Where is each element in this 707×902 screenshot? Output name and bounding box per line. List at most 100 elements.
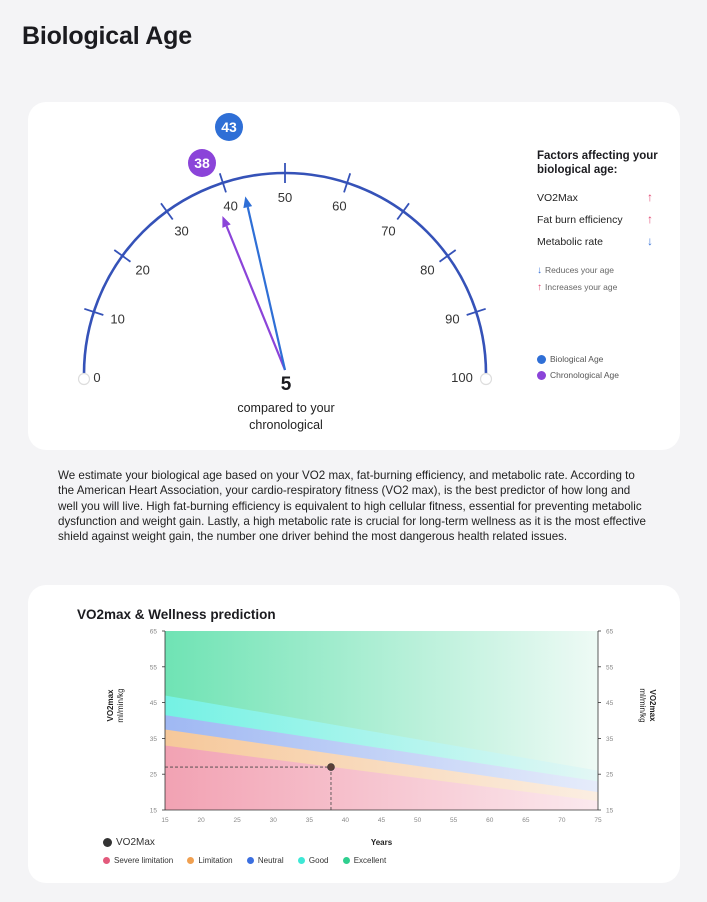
y-tick-label-right: 45	[606, 700, 614, 707]
gauge-ticks	[84, 163, 486, 316]
legend-dot-icon	[537, 371, 546, 381]
legend-chronological-age: Chronological Age	[537, 370, 619, 381]
x-tick-label: 25	[234, 817, 242, 824]
reduces-note-text: Reduces your age	[545, 265, 614, 275]
age-difference-value: 5	[280, 374, 292, 395]
gauge-end-cap-left	[77, 372, 91, 386]
legend-severe: Severe limitation	[103, 856, 173, 865]
gauge-tick	[396, 202, 410, 221]
gauge-label-30: 30	[174, 224, 188, 239]
legend-good: Good	[297, 856, 329, 865]
vo2max-marker	[165, 763, 335, 810]
legend-good-label: Good	[308, 856, 329, 865]
gauge-tick	[160, 202, 174, 221]
y-axis-title-line1: VO2max	[648, 689, 657, 722]
gauge-tick	[343, 173, 352, 193]
gauge-label-0: 0	[93, 370, 100, 385]
factor-metabolic-rate: Metabolic rate	[537, 236, 603, 248]
legend-biological-label: Biological Age	[550, 354, 604, 364]
vo2max-point	[327, 763, 335, 771]
factor-vo2max: VO2Max	[537, 192, 578, 204]
gauge-labels: 0 10 20 30 40 50 60 70 80 90 100	[93, 190, 472, 385]
y-tick-label-left: 35	[150, 736, 158, 743]
chronological-age-badge: 38	[188, 149, 216, 177]
y-tick-label-right: 55	[606, 664, 614, 671]
y-axis-title-line2: ml/min/kg	[116, 688, 125, 722]
biological-age-needle	[246, 206, 287, 371]
x-tick-label: 30	[270, 817, 278, 824]
chronological-age-needle	[225, 225, 287, 371]
legend-dot-icon	[537, 355, 546, 365]
gauge-label-80: 80	[420, 263, 434, 278]
x-tick-label: 70	[558, 817, 566, 824]
increases-note: ↑ Increases your age	[537, 282, 617, 293]
vo2max-chart-card: VO2max & Wellness prediction	[28, 585, 680, 883]
chart-title: VO2max & Wellness prediction	[77, 607, 276, 622]
x-tick-label: 35	[306, 817, 314, 824]
legend-excellent: Excellent	[342, 856, 386, 865]
biological-age-needle-head	[243, 196, 253, 209]
y-axis-title-right: VO2max ml/min/kg	[638, 688, 657, 722]
biological-age-card: 0 10 20 30 40 50 60 70 80 90 100 43 38 5…	[28, 102, 680, 450]
gauge-label-20: 20	[135, 263, 149, 278]
gauge-tick	[466, 307, 486, 316]
x-tick-label: 40	[342, 817, 350, 824]
arrow-up-icon: ↑	[647, 212, 653, 226]
x-tick-label: 15	[161, 817, 169, 824]
chart-legend: Severe limitation Limitation Neutral Goo…	[103, 856, 398, 865]
x-tick-label: 20	[197, 817, 205, 824]
gauge-label-10: 10	[110, 312, 124, 327]
y-tick-label-left: 55	[150, 664, 158, 671]
legend-biological-age: Biological Age	[537, 354, 604, 365]
gauge-label-40: 40	[223, 199, 237, 214]
y-axis-title-line1: VO2max	[106, 689, 115, 722]
factor-fat-burn: Fat burn efficiency	[537, 214, 623, 226]
y-tick-label-right: 25	[606, 772, 614, 779]
age-difference-caption: compared to your chronological	[216, 400, 356, 434]
x-tick-label: 45	[378, 817, 386, 824]
legend-vo2max-label: VO2Max	[116, 837, 155, 848]
x-tick-label: 60	[486, 817, 494, 824]
gauge-label-70: 70	[381, 224, 395, 239]
y-tick-label-left: 65	[150, 629, 158, 636]
legend-dot-icon	[297, 857, 305, 865]
gauge-label-90: 90	[445, 312, 459, 327]
legend-dot-icon	[342, 857, 350, 865]
arrow-down-icon: ↓	[647, 234, 653, 248]
x-tick-label: 65	[522, 817, 530, 824]
legend-limitation-label: Limitation	[198, 856, 233, 865]
legend-chronological-label: Chronological Age	[550, 370, 619, 380]
reduces-note: ↓ Reduces your age	[537, 265, 614, 276]
x-tick-label: 55	[450, 817, 458, 824]
legend-limitation: Limitation	[187, 856, 233, 865]
legend-neutral: Neutral	[246, 856, 284, 865]
gauge-label-100: 100	[451, 370, 473, 385]
increases-note-text: Increases your age	[545, 282, 618, 292]
y-axis-title-line2: ml/min/kg	[638, 688, 647, 722]
legend-dot-icon	[103, 857, 110, 865]
y-tick-label-left: 15	[150, 808, 158, 815]
y-tick-label-left: 25	[150, 772, 158, 779]
biological-age-badge: 43	[215, 113, 243, 141]
chart-bands	[165, 631, 598, 810]
gauge-end-cap-right	[479, 372, 493, 386]
y-tick-label-right: 35	[606, 736, 614, 743]
legend-dot-icon	[187, 857, 195, 865]
x-axis-title: Years	[371, 838, 393, 847]
arrow-up-icon: ↑	[537, 282, 542, 293]
caption-line-2: chronological	[249, 418, 323, 432]
gauge-label-60: 60	[332, 199, 346, 214]
arrow-up-icon: ↑	[647, 190, 653, 204]
page-title: Biological Age	[22, 22, 192, 50]
factors-title: Factors affecting your biological age:	[537, 150, 658, 176]
y-tick-label-right: 65	[606, 629, 614, 636]
y-axis-title-left: VO2max ml/min/kg	[106, 688, 125, 722]
legend-neutral-label: Neutral	[257, 856, 284, 865]
gauge-label-50: 50	[278, 190, 292, 205]
gauge-tick	[113, 249, 132, 263]
x-tick-label: 50	[414, 817, 422, 824]
legend-severe-label: Severe limitation	[114, 856, 174, 865]
legend-vo2max: VO2Max	[103, 837, 155, 848]
